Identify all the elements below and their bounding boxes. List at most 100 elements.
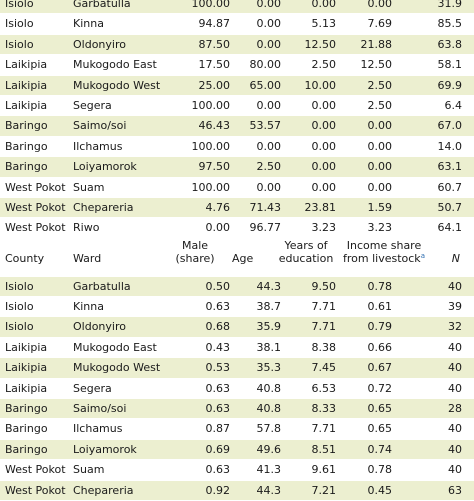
header-male-line2: (share) xyxy=(175,251,215,265)
cell-col3: 0.68 xyxy=(205,320,231,334)
cell-col6: 12.50 xyxy=(360,58,393,72)
cell-col7: 32 xyxy=(448,320,462,334)
cell-col3: 0.63 xyxy=(205,300,231,314)
cell-col5: 7.71 xyxy=(311,320,337,334)
table-row: Baringo Loiyamorok 0.69 49.6 8.51 0.74 40 xyxy=(0,439,474,461)
cell-ward: Chepareria xyxy=(73,200,134,214)
cell-col5: 5.13 xyxy=(311,17,337,31)
cell-col5: 0.00 xyxy=(311,0,337,10)
cell-col4: 40.8 xyxy=(256,402,282,416)
cell-col7: 69.9 xyxy=(437,78,463,92)
cell-col4: 44.3 xyxy=(256,483,282,497)
cell-col5: 23.81 xyxy=(304,200,337,214)
header-ward: Ward xyxy=(73,251,102,265)
cell-ward: Kinna xyxy=(73,300,104,314)
table-row: Isiolo Kinna 0.63 38.7 7.71 0.61 39 xyxy=(0,297,474,318)
cell-col4: 57.8 xyxy=(256,422,282,436)
header-income-line2: from livestock xyxy=(343,251,421,265)
cell-ward: Segera xyxy=(73,98,112,112)
table-row: Laikipia Mukogodo East 17.50 80.00 2.50 12.50… xyxy=(0,55,474,76)
cell-county: Isiolo xyxy=(5,17,34,31)
cell-ward: Loiyamorok xyxy=(73,160,137,174)
cell-col5: 0.00 xyxy=(311,119,337,133)
cell-col6: 7.69 xyxy=(367,17,393,31)
cell-col7: 40 xyxy=(448,463,462,477)
cell-col5: 3.23 xyxy=(311,221,337,235)
cell-col4: 71.43 xyxy=(249,200,282,214)
table-row: Isiolo Garbatulla 0.50 44.3 9.50 0.78 40 xyxy=(0,276,474,298)
cell-col5: 0.00 xyxy=(311,98,337,112)
cell-col4: 38.7 xyxy=(256,300,282,314)
cell-col7: 6.4 xyxy=(444,98,463,112)
cell-ward: Suam xyxy=(73,180,105,194)
cell-col3: 0.53 xyxy=(205,361,231,375)
cell-col3: 94.87 xyxy=(198,17,231,31)
cell-col3: 100.00 xyxy=(191,0,231,10)
cell-col6: 0.00 xyxy=(367,139,393,153)
cell-ward: Ilchamus xyxy=(73,422,123,436)
cell-col3: 4.76 xyxy=(205,200,231,214)
cell-col3: 100.00 xyxy=(191,139,231,153)
cell-col4: 80.00 xyxy=(249,58,282,72)
cell-col6: 0.67 xyxy=(367,361,393,375)
header-male-line1: Male xyxy=(181,238,209,252)
cell-col5: 0.00 xyxy=(311,160,337,174)
table-row: Laikipia Mukogodo West 0.53 35.3 7.45 0.67 40 xyxy=(0,358,474,379)
cell-county: Isiolo xyxy=(5,0,34,10)
cell-col5: 8.51 xyxy=(311,442,337,456)
table-row: West Pokot Riwo 0.00 96.77 3.23 3.23 64.1 xyxy=(0,218,474,239)
table-row: West Pokot Suam 0.63 41.3 9.61 0.78 40 xyxy=(0,460,474,481)
cell-col7: 60.7 xyxy=(437,180,463,194)
cell-county: Laikipia xyxy=(5,78,48,92)
cell-col7: 58.1 xyxy=(437,58,463,72)
cell-col5: 2.50 xyxy=(311,58,337,72)
cell-county: Laikipia xyxy=(5,361,48,375)
table-row: Laikipia Segera 100.00 0.00 0.00 2.50 6.4 xyxy=(0,96,474,117)
table-row: Isiolo Oldonyiro 0.68 35.9 7.71 0.79 32 xyxy=(0,317,474,338)
cell-county: West Pokot xyxy=(5,463,66,477)
cell-col3: 0.63 xyxy=(205,402,231,416)
cell-ward: Mukogodo East xyxy=(73,58,157,72)
table-row: Isiolo Kinna 94.87 0.00 5.13 7.69 85.5 xyxy=(0,14,474,35)
cell-col6: 1.59 xyxy=(367,200,393,214)
cell-col4: 35.3 xyxy=(256,361,282,375)
cell-col6: 0.65 xyxy=(367,422,393,436)
cell-ward: Suam xyxy=(73,463,105,477)
table-row: Baringo Ilchamus 100.00 0.00 0.00 0.00 14.0 xyxy=(0,137,474,158)
cell-col5: 7.71 xyxy=(311,300,337,314)
cell-county: Baringo xyxy=(5,442,48,456)
cell-col5: 7.71 xyxy=(311,422,337,436)
cell-county: West Pokot xyxy=(5,483,66,497)
cell-col4: 96.77 xyxy=(249,221,282,235)
cell-col3: 17.50 xyxy=(198,58,231,72)
header-income-share: Income share from livestocka xyxy=(342,239,426,265)
cell-col6: 0.00 xyxy=(367,119,393,133)
cell-col6: 2.50 xyxy=(367,98,393,112)
table-row: Baringo Saimo/soi 46.43 53.57 0.00 0.00 67.0 xyxy=(0,116,474,137)
table-row: Laikipia Mukogodo East 0.43 38.1 8.38 0.66 40 xyxy=(0,338,474,359)
header-education: Years of education xyxy=(276,239,336,265)
cell-county: Isiolo xyxy=(5,279,34,293)
cell-col5: 9.61 xyxy=(311,463,337,477)
cell-col3: 97.50 xyxy=(198,160,231,174)
cell-col4: 41.3 xyxy=(256,463,282,477)
table-row: Isiolo Oldonyiro 87.50 0.00 12.50 21.88 63.8 xyxy=(0,34,474,56)
cell-col4: 40.8 xyxy=(256,381,282,395)
cell-col4: 65.00 xyxy=(249,78,282,92)
cell-col6: 0.66 xyxy=(367,340,393,354)
header-county: County xyxy=(5,251,45,265)
cell-col7: 40 xyxy=(448,361,462,375)
cell-col5: 9.50 xyxy=(311,279,337,293)
table-row: Baringo Ilchamus 0.87 57.8 7.71 0.65 40 xyxy=(0,419,474,440)
table-bottom-section: Isiolo Garbatulla 0.50 44.3 9.50 0.78 40 Isiolo… xyxy=(0,276,474,501)
header-male: Male (share) xyxy=(172,239,218,265)
cell-col6: 0.72 xyxy=(367,381,393,395)
table-row: Laikipia Segera 0.63 40.8 6.53 0.72 40 xyxy=(0,379,474,400)
cell-county: Isiolo xyxy=(5,300,34,314)
cell-col6: 0.78 xyxy=(367,279,393,293)
cell-ward: Garbatulla xyxy=(73,279,131,293)
cell-ward: Mukogodo East xyxy=(73,340,157,354)
cell-col7: 40 xyxy=(448,340,462,354)
cell-ward: Kinna xyxy=(73,17,104,31)
